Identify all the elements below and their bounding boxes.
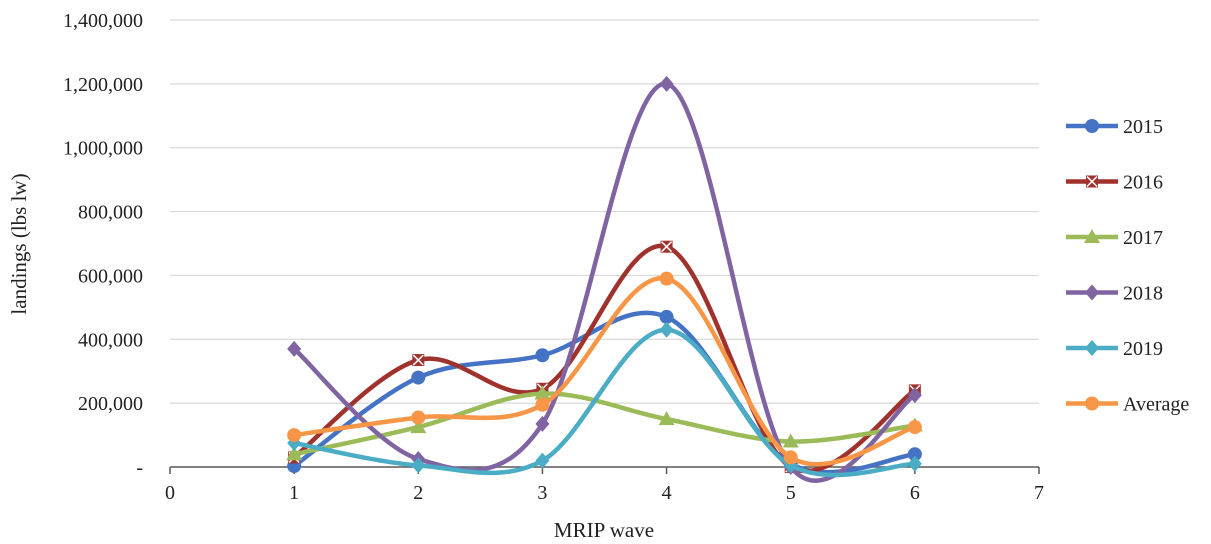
y-axis-label: landings (lbs lw) bbox=[7, 173, 31, 314]
legend-label: 2017 bbox=[1123, 227, 1163, 249]
gridlines bbox=[170, 19, 1039, 404]
data-point-2018 bbox=[287, 340, 302, 357]
data-point-2018 bbox=[907, 387, 922, 404]
x-tick-label: 7 bbox=[1034, 482, 1044, 504]
legend-label: 2018 bbox=[1123, 283, 1163, 305]
y-tick-label: - bbox=[136, 457, 143, 479]
data-point-2017 bbox=[782, 433, 799, 448]
data-point-2015 bbox=[659, 309, 674, 324]
legend-swatch-marker bbox=[1085, 340, 1099, 356]
data-point-2017 bbox=[286, 446, 303, 461]
data-point-2019 bbox=[535, 452, 550, 469]
data-point-2019 bbox=[907, 455, 922, 472]
data-point-2016 bbox=[660, 240, 673, 253]
x-tick-label: 4 bbox=[662, 482, 672, 504]
legend-item-2019: 2019 bbox=[1066, 338, 1163, 360]
legend-label: 2015 bbox=[1123, 116, 1163, 138]
legend-swatch-marker bbox=[1086, 175, 1098, 188]
y-tick-label: 1,000,000 bbox=[63, 138, 143, 160]
legend-item-2016: 2016 bbox=[1066, 172, 1163, 194]
x-axis-label: MRIP wave bbox=[554, 518, 654, 542]
data-point-average bbox=[287, 428, 302, 443]
x-tick-label: 3 bbox=[537, 482, 547, 504]
series-2015 bbox=[287, 309, 922, 475]
data-point-2018 bbox=[535, 415, 550, 432]
series-2017 bbox=[286, 385, 923, 461]
legend-swatch-marker bbox=[1085, 396, 1099, 411]
x-tick-label: 1 bbox=[289, 482, 299, 504]
y-tick-label: 200,000 bbox=[78, 393, 143, 415]
data-point-average bbox=[907, 420, 922, 435]
axes: - 200,000 400,000 600,000 800,000 1,000,000 1,… bbox=[63, 10, 1044, 504]
series-line-2017 bbox=[291, 391, 918, 457]
legend-item-2017: 2017 bbox=[1066, 227, 1163, 249]
data-point-2018 bbox=[659, 75, 674, 92]
series-line-2015 bbox=[291, 310, 918, 475]
x-tick-label: 6 bbox=[910, 482, 920, 504]
y-tick-label: 400,000 bbox=[78, 329, 143, 351]
data-point-2017 bbox=[410, 419, 427, 434]
legend-item-2015: 2015 bbox=[1066, 116, 1163, 138]
y-tick-label: 800,000 bbox=[78, 202, 143, 224]
legend-swatch-marker bbox=[1085, 119, 1099, 133]
legend: 2015 2016 2017 2018 2019 Average bbox=[1066, 116, 1189, 416]
data-point-2019 bbox=[411, 457, 426, 474]
data-point-2017 bbox=[534, 385, 551, 400]
data-point-average bbox=[659, 271, 674, 286]
legend-item-2018: 2018 bbox=[1066, 283, 1163, 305]
data-point-2017 bbox=[658, 411, 675, 426]
series-2019 bbox=[287, 321, 922, 478]
legend-swatch-marker bbox=[1085, 284, 1099, 301]
series-average bbox=[287, 271, 922, 467]
data-point-2015 bbox=[411, 370, 426, 385]
y-tick-label: 1,200,000 bbox=[63, 74, 143, 96]
legend-label: 2019 bbox=[1123, 338, 1163, 360]
x-tick-label: 0 bbox=[165, 482, 175, 504]
x-tick-label: 2 bbox=[413, 482, 423, 504]
series-line-2016 bbox=[291, 243, 918, 474]
data-point-average bbox=[783, 450, 798, 465]
x-tick-label: 5 bbox=[786, 482, 796, 504]
legend-label: Average bbox=[1123, 394, 1189, 416]
legend-swatch-marker bbox=[1084, 229, 1100, 243]
y-tick-label: 1,400,000 bbox=[63, 10, 143, 32]
series-group bbox=[286, 75, 923, 483]
data-point-2015 bbox=[907, 447, 922, 462]
data-point-2015 bbox=[535, 348, 550, 363]
data-point-2016 bbox=[412, 354, 425, 367]
series-2018 bbox=[287, 75, 922, 483]
data-point-average bbox=[411, 410, 426, 425]
legend-label: 2016 bbox=[1123, 172, 1163, 194]
legend-item-average: Average bbox=[1066, 394, 1189, 416]
data-point-average bbox=[535, 397, 550, 412]
data-point-2019 bbox=[659, 321, 674, 338]
y-tick-label: 600,000 bbox=[78, 265, 143, 287]
